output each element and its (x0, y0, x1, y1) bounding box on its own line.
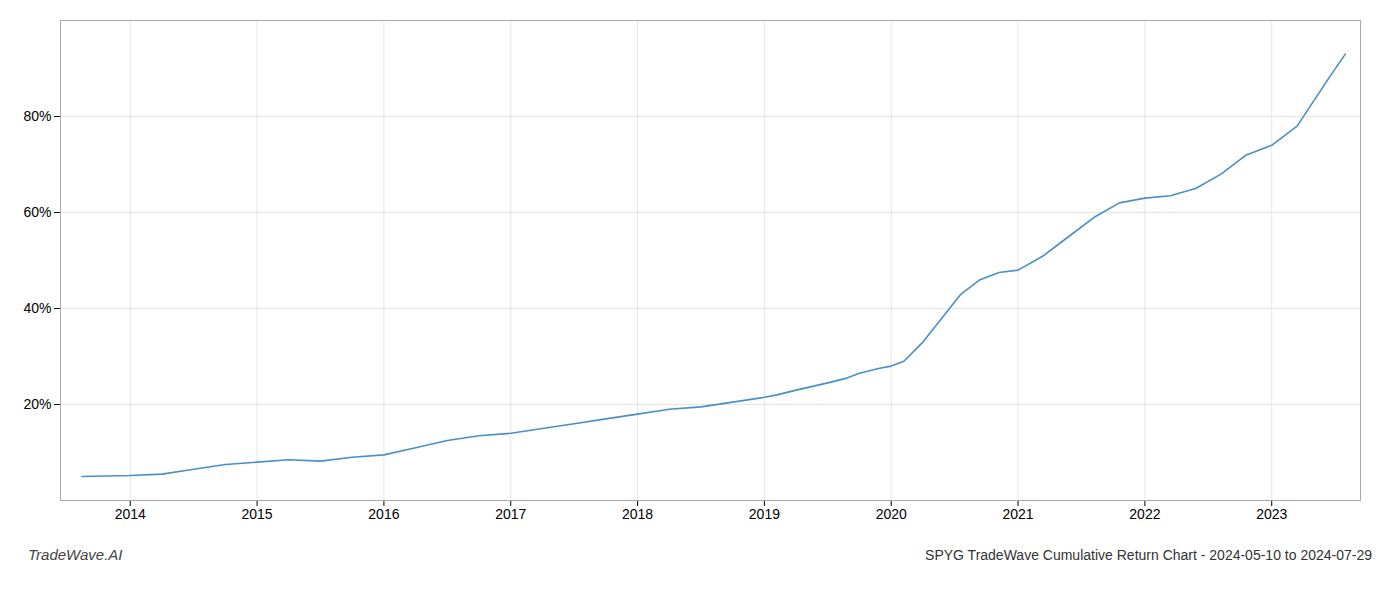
svg-text:2018: 2018 (622, 506, 653, 522)
svg-text:60%: 60% (23, 204, 51, 220)
svg-text:2023: 2023 (1256, 506, 1287, 522)
svg-text:2015: 2015 (242, 506, 273, 522)
svg-text:40%: 40% (23, 300, 51, 316)
html-text:SPYG TradeWave Cumulative Retu: SPYG TradeWave Cumulative Return Chart -… (925, 547, 1372, 563)
html-text:TradeWave.AI: TradeWave.AI (28, 546, 123, 563)
svg-text:2017: 2017 (495, 506, 526, 522)
svg-text:2021: 2021 (1002, 506, 1033, 522)
svg-text:2022: 2022 (1129, 506, 1160, 522)
svg-text:2020: 2020 (876, 506, 907, 522)
svg-text:2019: 2019 (749, 506, 780, 522)
svg-text:2016: 2016 (368, 506, 399, 522)
svg-text:20%: 20% (23, 396, 51, 412)
svg-text:80%: 80% (23, 108, 51, 124)
svg-text:2014: 2014 (115, 506, 146, 522)
